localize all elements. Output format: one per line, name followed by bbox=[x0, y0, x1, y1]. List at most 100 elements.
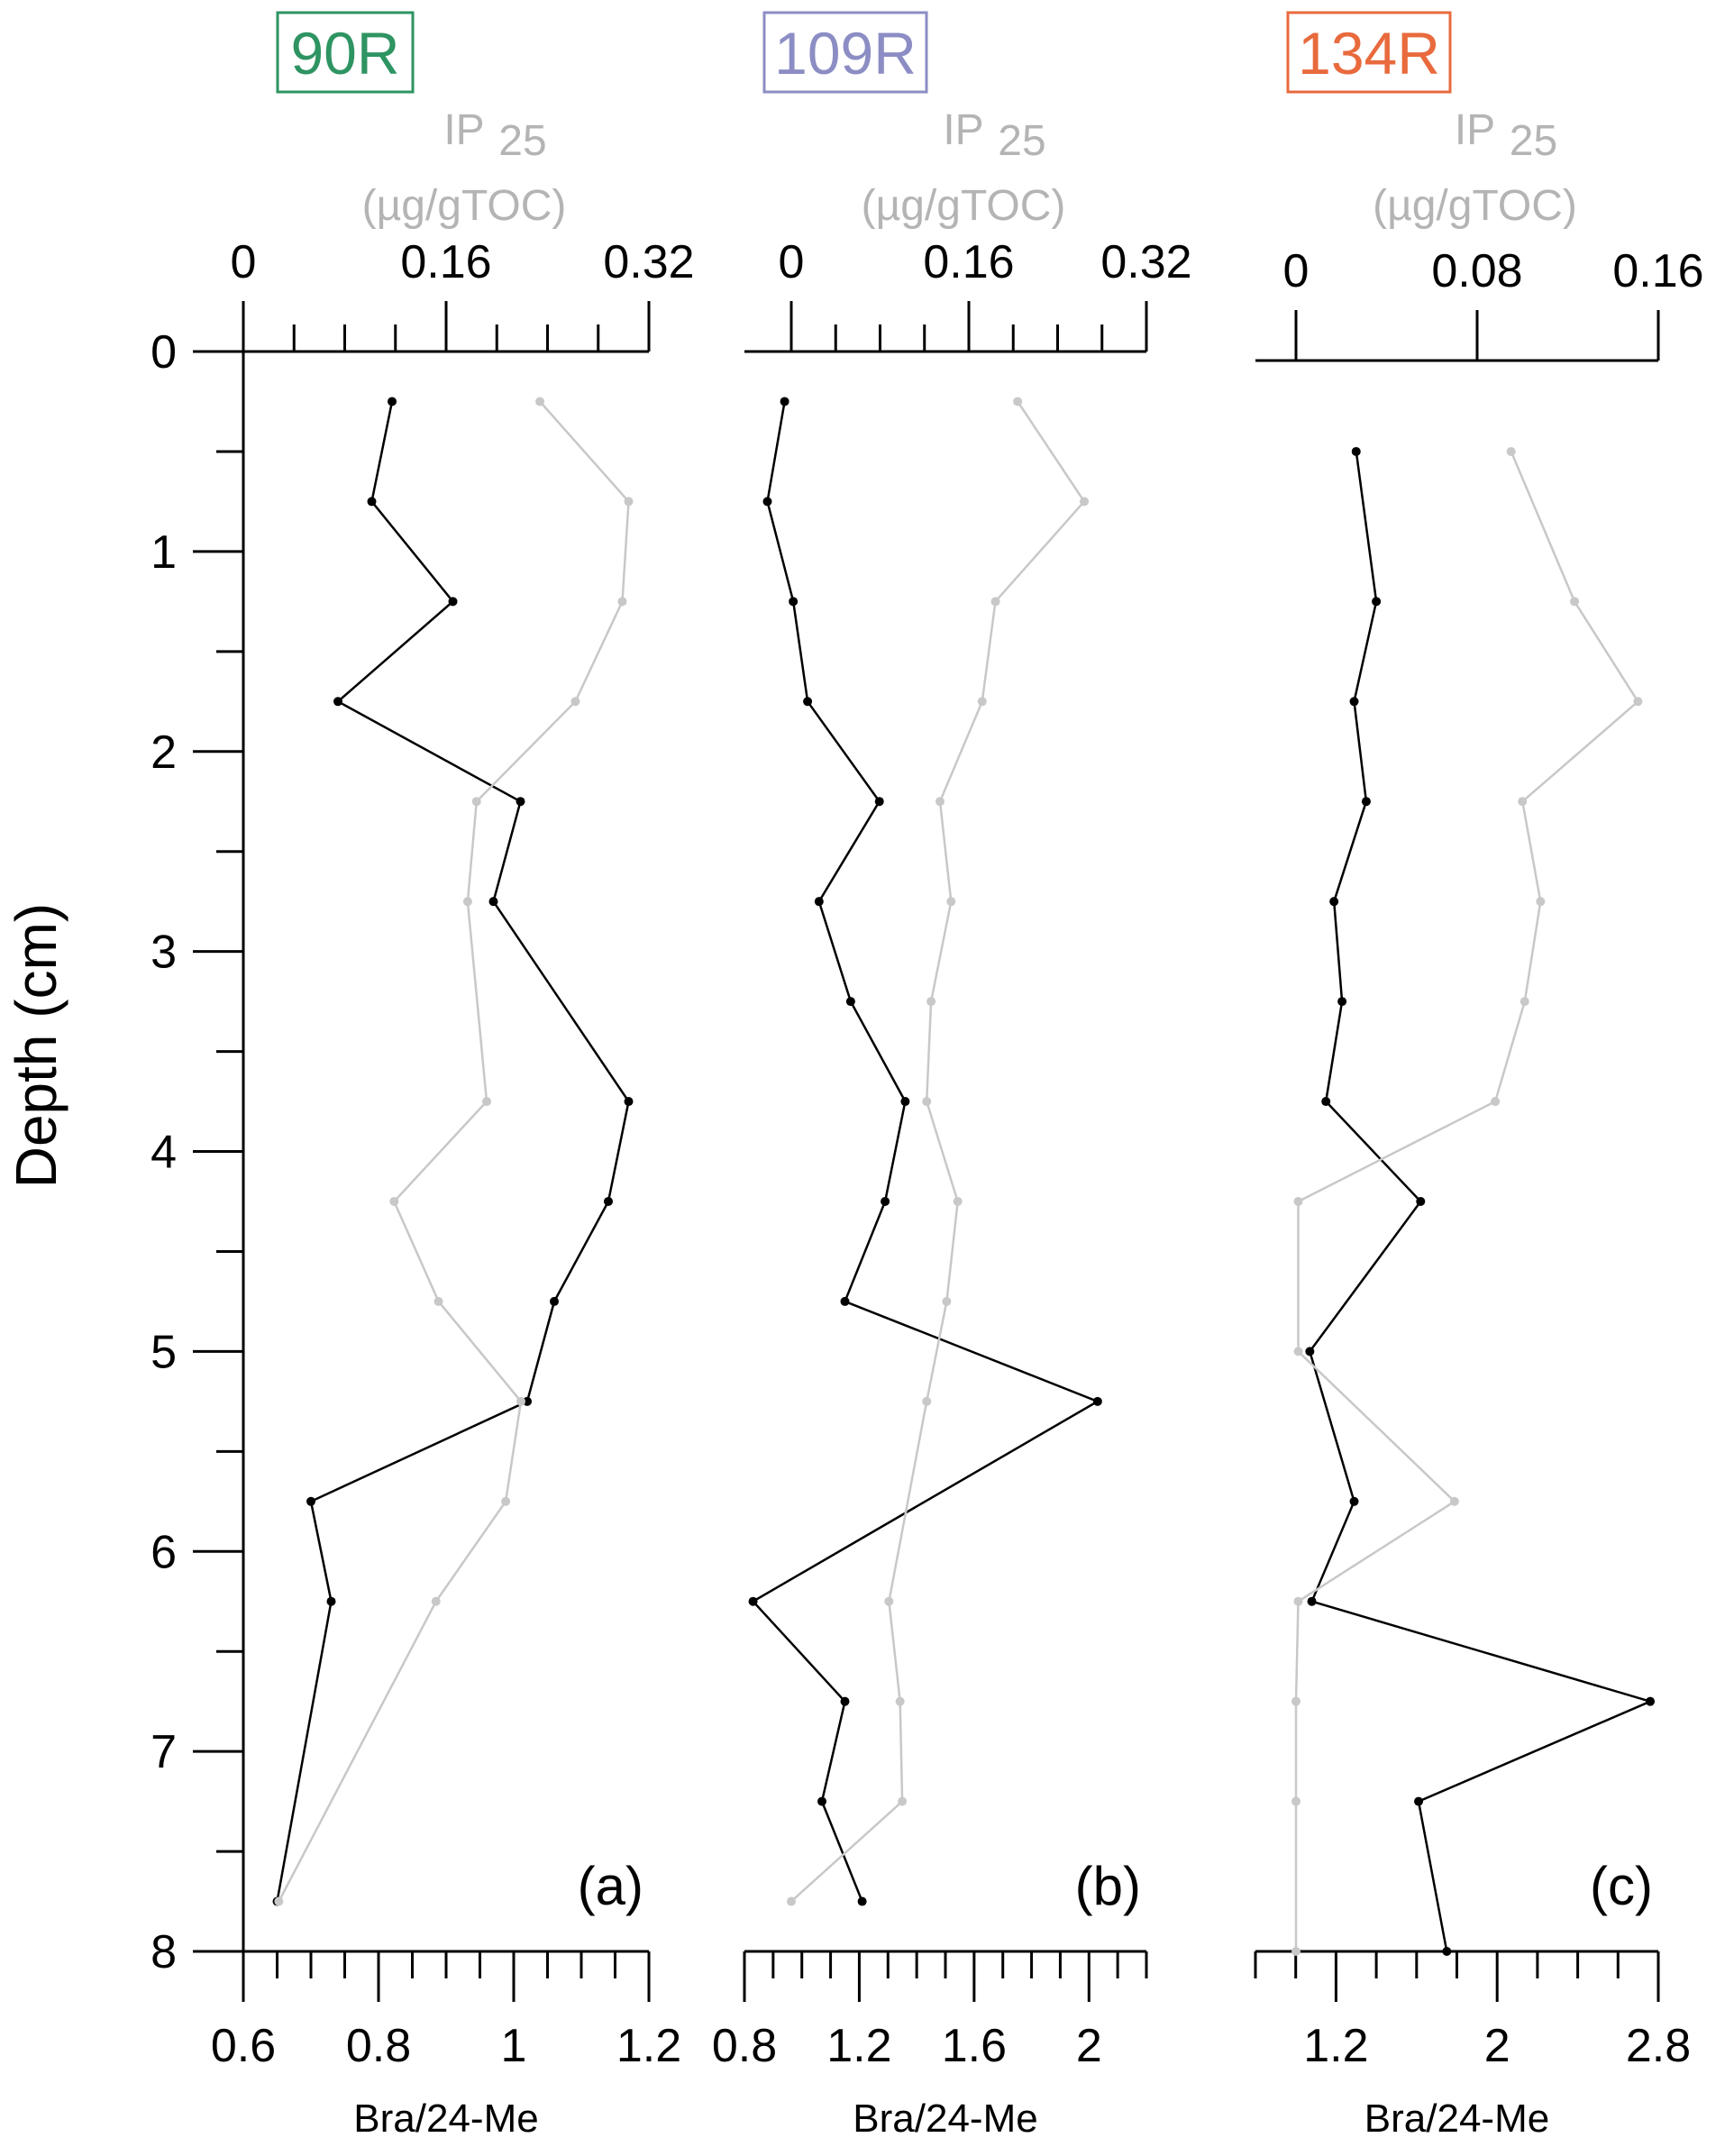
series-bra-24me bbox=[748, 397, 1102, 1906]
depth-tick-label: 7 bbox=[151, 1726, 177, 1778]
data-point bbox=[617, 597, 627, 607]
data-point bbox=[922, 1097, 932, 1107]
panel-label: (c) bbox=[1590, 1856, 1653, 1916]
data-point bbox=[388, 397, 397, 407]
data-point bbox=[624, 1097, 634, 1107]
top-tick-label: 0.16 bbox=[400, 236, 491, 288]
data-point bbox=[1349, 1496, 1359, 1506]
axes-layer bbox=[193, 11, 1660, 2002]
data-point bbox=[942, 1296, 952, 1306]
data-point bbox=[482, 1097, 491, 1107]
data-point bbox=[874, 797, 884, 807]
text-layer: 0 1 2 3 4 5 6 7 8 0.6 0.8 1 1.2 Bra/24-Me 0 0.16 0.32 IP 2… bbox=[151, 20, 1704, 2141]
core-label: 90R bbox=[290, 20, 399, 87]
data-point bbox=[1506, 446, 1516, 456]
data-point bbox=[1349, 697, 1359, 707]
data-point bbox=[516, 1396, 525, 1406]
data-point bbox=[1293, 1196, 1303, 1206]
data-point bbox=[787, 1896, 796, 1906]
top-axis-label-unit: (µg/gTOC) bbox=[862, 182, 1066, 230]
data-point bbox=[1646, 1696, 1656, 1706]
series-line bbox=[751, 401, 1100, 1902]
series-line bbox=[1294, 451, 1640, 1951]
core-label: 134R bbox=[1298, 20, 1440, 87]
data-point bbox=[1291, 1696, 1300, 1706]
series-bra-24me bbox=[272, 397, 634, 1906]
top-axis-label-main: IP bbox=[443, 106, 484, 154]
top-axis-label-subscript: 25 bbox=[998, 117, 1045, 165]
data-point bbox=[274, 1896, 284, 1906]
data-point bbox=[488, 897, 498, 907]
core-label-box bbox=[276, 11, 415, 94]
data-point bbox=[1337, 997, 1347, 1007]
data-point bbox=[857, 1896, 867, 1906]
data-point bbox=[922, 1396, 932, 1406]
bottom-tick-label: 0.8 bbox=[712, 2020, 777, 2072]
data-point bbox=[333, 697, 342, 707]
data-point bbox=[881, 1196, 890, 1206]
data-point bbox=[1293, 1596, 1303, 1606]
top-tick-label: 0 bbox=[1283, 245, 1310, 297]
depth-axis-label: Depth (cm) bbox=[4, 903, 68, 1189]
top-tick-label: 0.32 bbox=[603, 236, 694, 288]
data-point bbox=[845, 997, 855, 1007]
data-point bbox=[817, 1796, 827, 1806]
data-point bbox=[523, 1396, 532, 1406]
data-point bbox=[1449, 1496, 1459, 1506]
data-point bbox=[953, 1196, 963, 1206]
bottom-axis-label: Bra/24-Me bbox=[853, 2097, 1037, 2141]
data-point bbox=[1293, 1347, 1303, 1357]
bottom-axis-label: Bra/24-Me bbox=[353, 2097, 538, 2141]
data-point bbox=[762, 497, 772, 507]
top-axis-label-main: IP bbox=[943, 106, 983, 154]
data-point bbox=[550, 1296, 559, 1306]
top-axis-label-subscript: 25 bbox=[498, 117, 546, 165]
series-ip25 bbox=[1291, 446, 1643, 1956]
data-point bbox=[1305, 1347, 1315, 1357]
data-point bbox=[1633, 697, 1643, 707]
data-point bbox=[884, 1596, 894, 1606]
data-point bbox=[1536, 897, 1546, 907]
bottom-tick-label: 2 bbox=[1076, 2020, 1102, 2072]
top-axis-label-unit: (µg/gTOC) bbox=[1373, 182, 1577, 230]
data-point bbox=[1307, 1596, 1317, 1606]
series-line bbox=[1308, 451, 1654, 1952]
depth-tick-label: 8 bbox=[151, 1926, 177, 1978]
series-ip25 bbox=[787, 397, 1090, 1906]
top-axis-label-subscript: 25 bbox=[1510, 117, 1557, 165]
data-point bbox=[748, 1596, 758, 1606]
data-point bbox=[977, 697, 987, 707]
data-point bbox=[604, 1196, 613, 1206]
data-point bbox=[840, 1296, 850, 1306]
data-point bbox=[1520, 997, 1529, 1007]
top-tick-label: 0.32 bbox=[1100, 236, 1191, 288]
depth-tick-label: 2 bbox=[151, 726, 177, 779]
data-point bbox=[434, 1296, 443, 1306]
data-point bbox=[898, 1796, 908, 1806]
data-point bbox=[814, 897, 824, 907]
depth-tick-label: 1 bbox=[151, 526, 177, 579]
bottom-tick-label: 0.8 bbox=[346, 2020, 411, 2072]
depth-tick-label: 5 bbox=[151, 1326, 177, 1378]
series-line bbox=[790, 400, 1086, 1903]
data-point bbox=[624, 497, 634, 507]
depth-axis-label-group: Depth (cm) bbox=[4, 903, 68, 1189]
data-point bbox=[471, 797, 481, 807]
data-point bbox=[900, 1097, 910, 1107]
bottom-tick-label: 0.6 bbox=[211, 2020, 276, 2072]
data-point bbox=[1570, 597, 1580, 607]
data-point bbox=[516, 797, 525, 807]
bottom-tick-label: 2.8 bbox=[1626, 2020, 1691, 2072]
data-point bbox=[367, 497, 377, 507]
data-point bbox=[895, 1696, 905, 1706]
data-point bbox=[1442, 1947, 1452, 1956]
data-point bbox=[1092, 1396, 1102, 1406]
top-tick-label: 0 bbox=[779, 236, 805, 288]
bottom-tick-label: 1.6 bbox=[942, 2020, 1007, 2072]
depth-tick-label: 4 bbox=[151, 1127, 177, 1179]
data-point bbox=[803, 697, 813, 707]
data-point bbox=[1518, 797, 1528, 807]
data-point bbox=[462, 897, 472, 907]
data-point bbox=[306, 1496, 315, 1506]
top-axis-label-main: IP bbox=[1455, 106, 1495, 154]
